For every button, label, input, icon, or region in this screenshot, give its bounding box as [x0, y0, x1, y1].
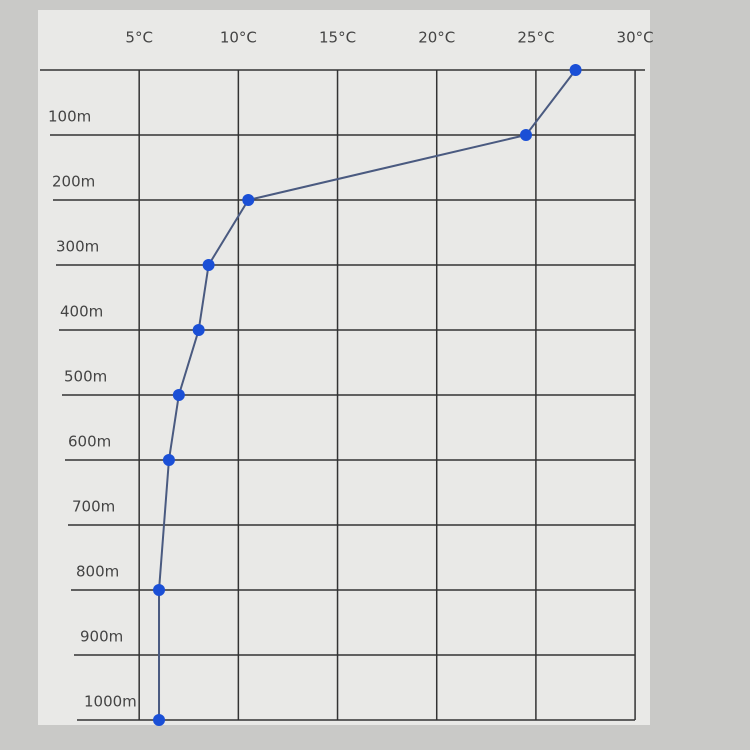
chart-background [38, 10, 650, 725]
x-tick-label: 15°C [319, 29, 356, 47]
y-tick-label: 900m [80, 628, 123, 646]
x-tick-label: 20°C [418, 29, 455, 47]
y-tick-label: 700m [72, 498, 115, 516]
y-tick-label: 400m [60, 303, 103, 321]
data-point [153, 714, 166, 726]
data-point [569, 64, 582, 76]
x-tick-label: 25°C [517, 29, 554, 47]
x-tick-label: 5°C [125, 29, 153, 47]
data-point [172, 389, 185, 401]
data-point [242, 194, 255, 206]
x-tick-label: 30°C [617, 29, 654, 47]
y-tick-label: 600m [68, 433, 111, 451]
y-tick-label: 300m [56, 238, 99, 256]
y-tick-label: 100m [48, 108, 91, 126]
y-tick-label: 200m [52, 173, 95, 191]
y-tick-label: 1000m [84, 693, 137, 711]
data-point [153, 584, 166, 596]
data-point [519, 129, 532, 141]
y-tick-label: 800m [76, 563, 119, 581]
data-point [162, 454, 175, 466]
data-point [192, 324, 205, 336]
y-tick-label: 500m [64, 368, 107, 386]
data-point [202, 259, 215, 271]
x-tick-label: 10°C [220, 29, 257, 47]
